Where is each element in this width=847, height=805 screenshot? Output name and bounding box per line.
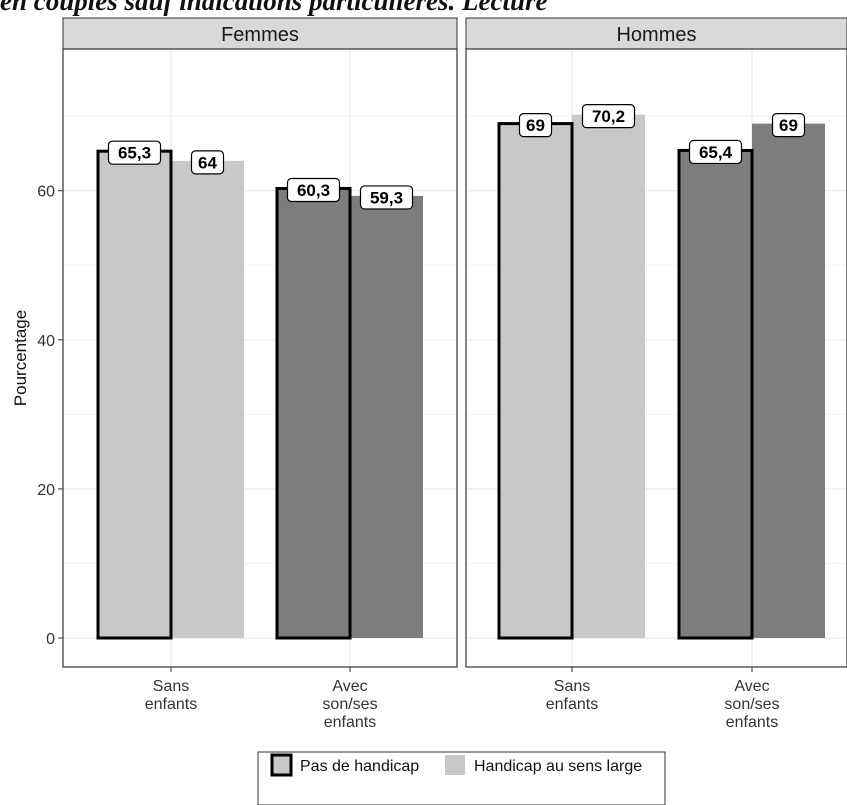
legend-label: Pas de handicap xyxy=(300,758,419,775)
data-label: 65,3 xyxy=(118,144,151,163)
x-tick-label: Sans xyxy=(153,678,189,695)
panel-frame xyxy=(62,48,458,668)
x-tick-label: enfants xyxy=(324,714,376,731)
bar-femmes-pas-handicap-1 xyxy=(275,186,352,640)
x-tick-label: Avec xyxy=(734,678,769,695)
bar-femmes-pas-handicap-0 xyxy=(96,149,173,640)
x-tick-label: enfants xyxy=(546,696,598,713)
x-tick-label: son/ses xyxy=(724,696,779,713)
bar-hommes-pas-handicap-1 xyxy=(677,148,754,640)
data-label-box xyxy=(771,113,806,138)
x-tick-label: enfants xyxy=(726,714,778,731)
data-label: 65,4 xyxy=(699,143,733,162)
y-tick-label: 0 xyxy=(46,631,55,648)
data-label-box xyxy=(286,177,341,203)
legend-label: Handicap au sens large xyxy=(474,758,642,775)
data-label: 64 xyxy=(198,153,217,172)
legend-key-pas-handicap xyxy=(270,753,293,777)
facet-strip-label: Femmes xyxy=(221,24,299,46)
y-tick-label: 20 xyxy=(37,482,55,499)
data-label: 59,3 xyxy=(370,188,403,207)
bar-femmes-handicap-0 xyxy=(171,160,244,638)
y-tick-label: 40 xyxy=(37,333,55,350)
data-label-box xyxy=(107,140,162,165)
panel-frame xyxy=(465,48,847,668)
data-label: 69 xyxy=(526,116,545,135)
facet-strip-label: Hommes xyxy=(616,24,696,46)
bar-hommes-pas-handicap-0 xyxy=(497,122,574,640)
y-tick-label: 60 xyxy=(37,184,55,201)
data-label-box xyxy=(518,113,553,138)
facet-strip-femmes xyxy=(62,17,458,50)
legend-key-handicap xyxy=(445,755,465,775)
x-tick-label: Avec xyxy=(332,678,367,695)
bar-hommes-handicap-1 xyxy=(752,123,825,639)
bar-femmes-handicap-1 xyxy=(350,195,423,638)
data-label: 70,2 xyxy=(592,107,625,126)
data-label-box xyxy=(359,185,414,210)
x-tick-label: enfants xyxy=(145,696,197,713)
data-label: 60,3 xyxy=(297,181,330,200)
y-axis-title: Pourcentage xyxy=(11,310,30,406)
data-label-box xyxy=(190,150,225,175)
data-label: 69 xyxy=(779,116,798,135)
data-label-box xyxy=(688,139,743,165)
x-tick-label: son/ses xyxy=(322,696,377,713)
data-label-box xyxy=(581,104,636,129)
facet-strip-hommes xyxy=(465,17,847,50)
bar-hommes-handicap-0 xyxy=(572,114,645,638)
x-tick-label: Sans xyxy=(554,678,590,695)
figure-title-partial: en couples sauf indications particulière… xyxy=(0,0,548,16)
